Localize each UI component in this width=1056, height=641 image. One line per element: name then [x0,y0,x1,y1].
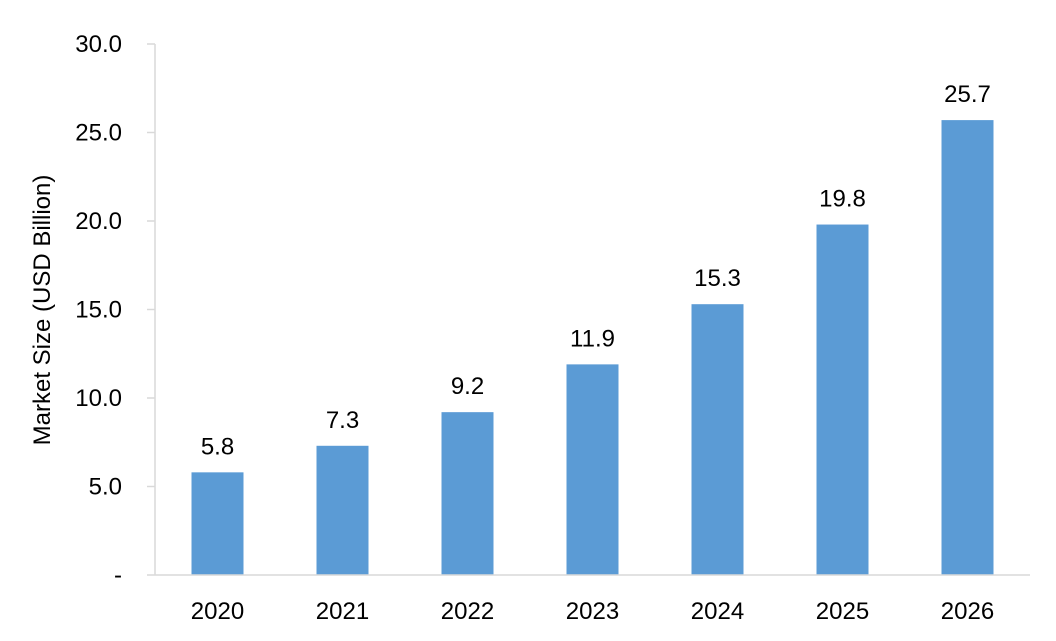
x-tick-label-2022: 2022 [441,598,494,625]
data-label-2020: 5.8 [201,433,234,460]
y-axis-title-group: Market Size (USD Billion) [29,175,56,446]
data-label-2023: 11.9 [570,325,615,352]
y-tick-label: 30.0 [75,31,122,58]
bar-2021 [316,445,369,575]
y-tick-label: 5.0 [89,474,122,501]
bar-2020 [191,472,244,575]
bar-2025 [816,224,869,576]
x-tick-label-2021: 2021 [316,598,369,625]
data-label-2021: 7.3 [326,407,359,434]
bar-2023 [566,364,619,575]
bar-2026 [941,120,994,576]
y-tick-label: 20.0 [75,208,122,235]
bar-series [191,120,994,576]
data-label-2025: 19.8 [819,186,866,213]
y-tick-label: 25.0 [75,120,122,147]
data-label-2022: 9.2 [451,373,484,400]
y-tick-label: - [114,562,122,589]
data-label-2026: 25.7 [944,81,991,108]
x-tick-label-2023: 2023 [566,598,619,625]
x-tick-label-2024: 2024 [691,598,744,625]
bar-data-labels: 5.8 7.3 9.2 11.9 15.3 19.8 25.7 [201,81,991,460]
x-axis-ticks: 2020 2021 2022 2023 2024 2025 2026 [191,598,994,625]
y-tick-label: 10.0 [75,385,122,412]
bar-2024 [691,304,744,575]
data-label-2024: 15.3 [694,265,741,292]
bar-2022 [441,412,494,575]
x-tick-label-2020: 2020 [191,598,244,625]
y-axis-title: Market Size (USD Billion) [29,175,56,446]
y-tick-label: 15.0 [75,297,122,324]
x-tick-label-2026: 2026 [941,598,994,625]
y-axis-ticks: - 5.0 10.0 15.0 20.0 25.0 30.0 [75,31,155,589]
x-tick-label-2025: 2025 [816,598,869,625]
